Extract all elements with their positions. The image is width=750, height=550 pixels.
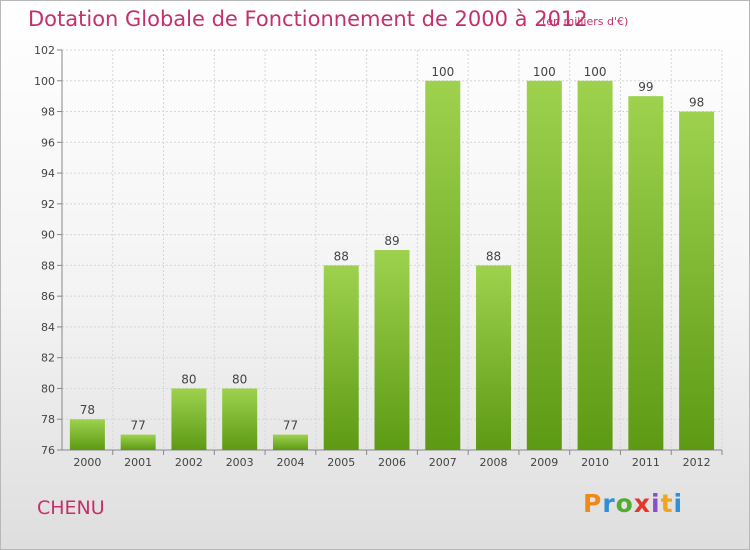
bar <box>577 80 613 451</box>
x-tick-label: 2001 <box>124 456 152 469</box>
commune-name: CHENU <box>37 497 105 519</box>
logo-letter: o <box>615 489 634 518</box>
logo-letter: t <box>660 489 674 518</box>
logo-letter: x <box>633 489 651 518</box>
bar-value-label: 100 <box>431 65 454 79</box>
bar <box>69 419 105 450</box>
y-tick-label: 84 <box>41 321 55 334</box>
bar <box>272 434 308 450</box>
bar-value-label: 77 <box>131 419 146 433</box>
y-tick-label: 82 <box>41 352 55 365</box>
y-tick-label: 76 <box>41 444 55 457</box>
bar <box>374 250 410 450</box>
bar-value-label: 100 <box>584 65 607 79</box>
x-tick-label: 2007 <box>429 456 457 469</box>
bar <box>628 96 664 451</box>
labels: 76 78 80 82 84 86 88 90 92 94 96 98 100 102 78 2000 77 20… <box>34 44 711 469</box>
logo-letter: i <box>651 489 661 518</box>
logo-letter: r <box>602 489 616 518</box>
x-tick-label: 2002 <box>175 456 203 469</box>
logo-letter: i <box>673 489 684 518</box>
y-tick-label: 102 <box>34 44 55 57</box>
bar-value-label: 77 <box>283 419 298 433</box>
bar <box>171 388 207 450</box>
chart-subtitle: (en milliers d'€) <box>542 15 629 28</box>
bar <box>425 80 461 451</box>
bar-value-label: 78 <box>80 403 95 417</box>
logo-letter: P <box>583 489 603 518</box>
bar-value-label: 80 <box>232 372 247 386</box>
proxiti-logo: Proxiti <box>583 489 683 518</box>
y-tick-label: 90 <box>41 229 55 242</box>
y-tick-label: 100 <box>34 75 55 88</box>
bar-value-label: 98 <box>689 96 704 110</box>
chart-title: Dotation Globale de Fonctionnement de 20… <box>28 7 588 31</box>
bar <box>120 434 156 450</box>
bar <box>679 111 715 451</box>
bar <box>476 265 512 450</box>
y-tick-label: 96 <box>41 136 55 149</box>
bar-value-label: 89 <box>384 234 399 248</box>
bar-value-label: 80 <box>181 372 196 386</box>
y-tick-label: 80 <box>41 382 55 395</box>
bar <box>323 265 359 450</box>
y-tick-label: 94 <box>41 167 55 180</box>
x-tick-label: 2000 <box>73 456 101 469</box>
bar-value-label: 99 <box>638 80 653 94</box>
bar <box>526 80 562 451</box>
x-tick-label: 2005 <box>327 456 355 469</box>
y-tick-label: 78 <box>41 413 55 426</box>
y-tick-label: 98 <box>41 106 55 119</box>
x-tick-label: 2004 <box>276 456 304 469</box>
x-tick-label: 2009 <box>530 456 558 469</box>
bars <box>69 80 715 451</box>
y-tick-label: 88 <box>41 259 55 272</box>
x-tick-label: 2003 <box>226 456 254 469</box>
x-tick-label: 2008 <box>480 456 508 469</box>
bar-value-label: 100 <box>533 65 556 79</box>
y-tick-label: 92 <box>41 198 55 211</box>
x-tick-label: 2011 <box>632 456 660 469</box>
x-tick-label: 2006 <box>378 456 406 469</box>
bar-value-label: 88 <box>334 249 349 263</box>
grid-lines <box>61 49 723 451</box>
x-tick-label: 2012 <box>683 456 711 469</box>
x-tick-label: 2010 <box>581 456 609 469</box>
bar <box>222 388 258 450</box>
y-tick-label: 86 <box>41 290 55 303</box>
bar-value-label: 88 <box>486 249 501 263</box>
